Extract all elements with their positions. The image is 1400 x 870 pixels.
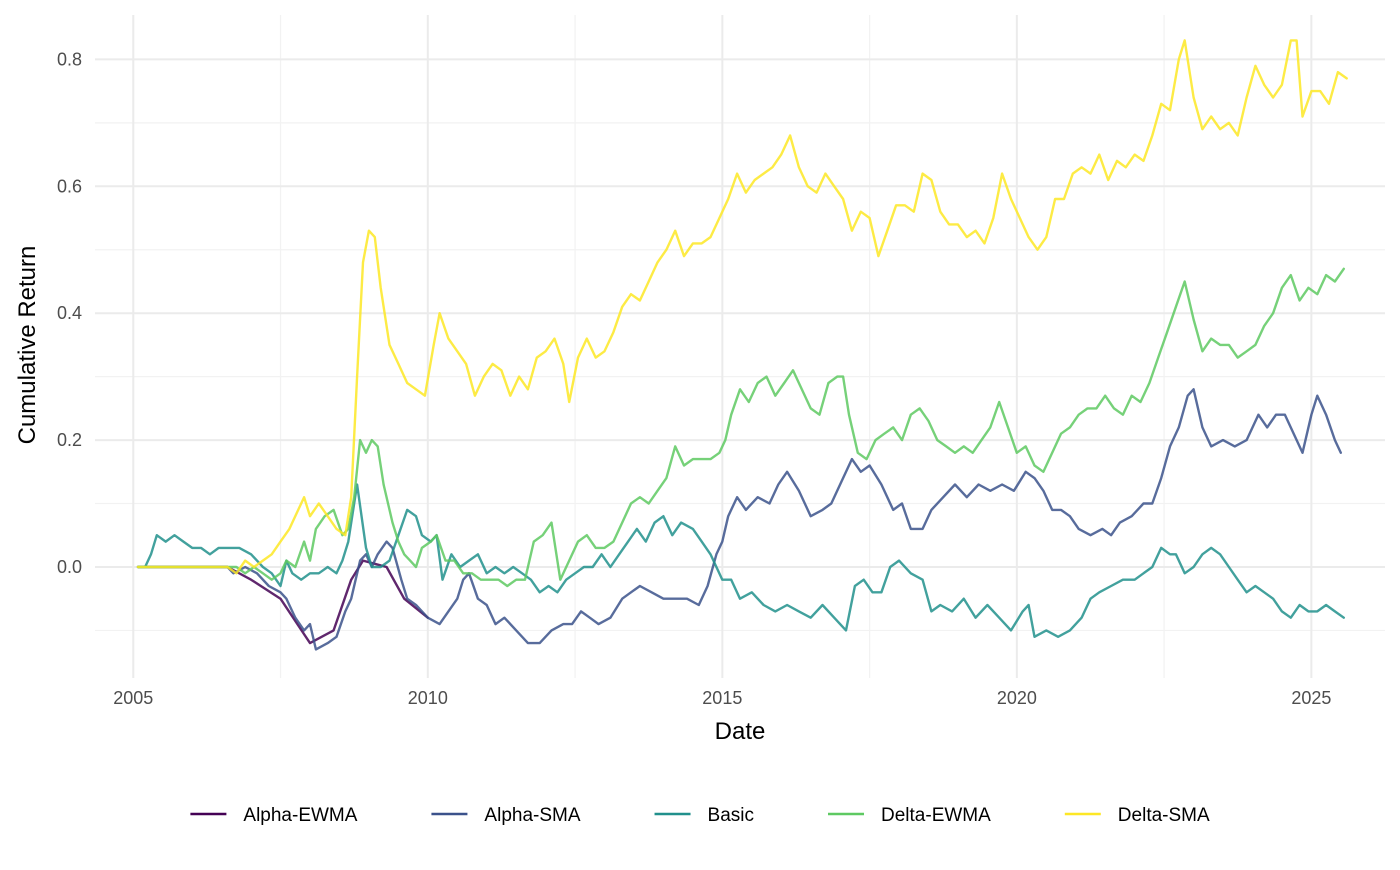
x-axis-title: Date <box>715 718 766 745</box>
legend-item-delta-sma: Delta-SMA <box>1064 805 1210 826</box>
series-line-alpha-ewma <box>136 559 429 645</box>
series-line-delta-ewma <box>136 267 1345 588</box>
legend-item-alpha-sma: Alpha-SMA <box>431 805 581 826</box>
series-line-basic <box>136 483 1345 638</box>
legend-item-delta-ewma: Delta-EWMA <box>828 805 991 826</box>
x-tick-label: 2005 <box>113 688 153 708</box>
legend-label: Alpha-EWMA <box>243 805 357 826</box>
y-axis-tick-labels: 0.0 0.2 0.4 0.6 0.8 <box>57 49 82 577</box>
y-tick-label: 0.0 <box>57 557 82 577</box>
x-tick-label: 2020 <box>997 688 1037 708</box>
y-tick-label: 0.4 <box>57 303 82 323</box>
grid <box>95 15 1385 678</box>
series-lines <box>136 39 1348 651</box>
x-axis-tick-labels: 2005 2010 2015 2020 2025 <box>113 688 1331 708</box>
legend: Alpha-EWMA Alpha-SMA Basic Delta-EWMA Delta-… <box>190 805 1210 826</box>
legend-label: Alpha-SMA <box>484 805 580 826</box>
x-tick-label: 2010 <box>408 688 448 708</box>
legend-item-basic: Basic <box>654 805 754 826</box>
x-tick-label: 2015 <box>702 688 742 708</box>
y-axis-title: Cumulative Return <box>14 246 41 445</box>
legend-label: Basic <box>708 805 754 826</box>
y-tick-label: 0.6 <box>57 176 82 196</box>
series-line-delta-sma <box>136 39 1348 575</box>
series-line-alpha-sma <box>136 388 1342 651</box>
legend-label: Delta-SMA <box>1118 805 1210 826</box>
legend-item-alpha-ewma: Alpha-EWMA <box>190 805 358 826</box>
x-tick-label: 2025 <box>1291 688 1331 708</box>
y-tick-label: 0.8 <box>57 49 82 69</box>
y-tick-label: 0.2 <box>57 430 82 450</box>
legend-label: Delta-EWMA <box>881 805 991 826</box>
